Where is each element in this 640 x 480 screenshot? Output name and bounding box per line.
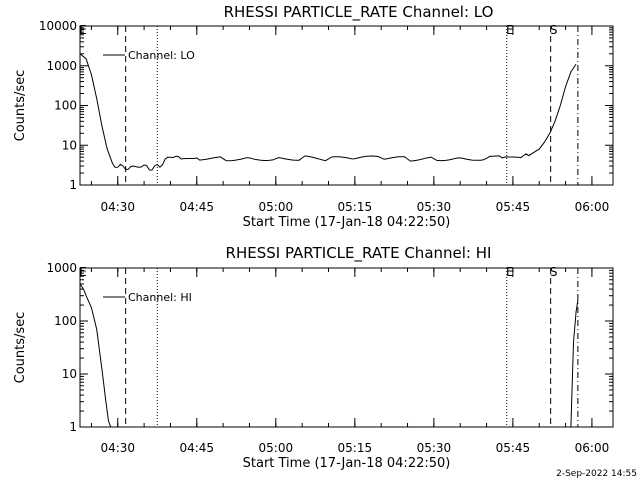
plot-frame [79, 267, 614, 428]
y-tick-label: 1000 [46, 261, 77, 275]
x-tick-label: 05:30 [417, 441, 452, 455]
y-axis-label: Counts/sec [13, 70, 28, 142]
x-tick-label: 04:30 [100, 200, 135, 214]
y-tick-label: 10 [62, 367, 77, 381]
x-tick-label: 04:45 [179, 441, 214, 455]
y-tick-label: 10000 [39, 19, 77, 33]
x-tick-label: 05:45 [496, 200, 531, 214]
x-tick-label: 04:45 [179, 200, 214, 214]
event-marker-label: S [550, 265, 558, 279]
x-tick-label: 06:00 [575, 441, 610, 455]
x-tick-label: 05:15 [338, 200, 373, 214]
y-tick-label: 10 [62, 138, 77, 152]
y-tick-label: 1000 [46, 59, 77, 73]
y-axis-label: Counts/sec [13, 312, 28, 384]
chart-title: RHESSI PARTICLE_RATE Channel: HI [226, 244, 492, 263]
x-tick-label: 05:00 [259, 200, 294, 214]
x-tick-label: 05:45 [496, 441, 531, 455]
x-tick-label: 05:00 [259, 441, 294, 455]
event-marker-label: E [79, 23, 87, 37]
chart-title: RHESSI PARTICLE_RATE Channel: LO [224, 3, 494, 22]
y-tick-label: 1 [69, 420, 77, 434]
series-line-0 [80, 53, 577, 171]
event-marker-label: E [79, 265, 87, 279]
y-tick-label: 100 [54, 99, 77, 113]
x-axis-label: Start Time (17-Jan-18 04:22:50) [243, 456, 451, 471]
x-tick-label: 04:30 [100, 441, 135, 455]
y-tick-label: 100 [54, 314, 77, 328]
series-line-0 [80, 283, 579, 427]
x-tick-label: 06:00 [575, 200, 610, 214]
timestamp-text: 2-Sep-2022 14:55 [556, 469, 637, 479]
legend-label: Channel: LO [128, 49, 195, 62]
event-marker-label: E [506, 265, 514, 279]
event-marker-label: S [550, 23, 558, 37]
x-tick-label: 05:15 [338, 441, 373, 455]
event-marker-label: E [506, 23, 514, 37]
panel-hi: RHESSI PARTICLE_RATE Channel: HI 04:30 04:… [13, 244, 614, 471]
legend-label: Channel: HI [128, 291, 192, 304]
panel-lo: RHESSI PARTICLE_RATE Channel: LO 04:30 04:… [13, 3, 614, 230]
x-tick-label: 05:30 [417, 200, 452, 214]
x-axis-label: Start Time (17-Jan-18 04:22:50) [243, 215, 451, 230]
y-tick-label: 1 [69, 178, 77, 192]
